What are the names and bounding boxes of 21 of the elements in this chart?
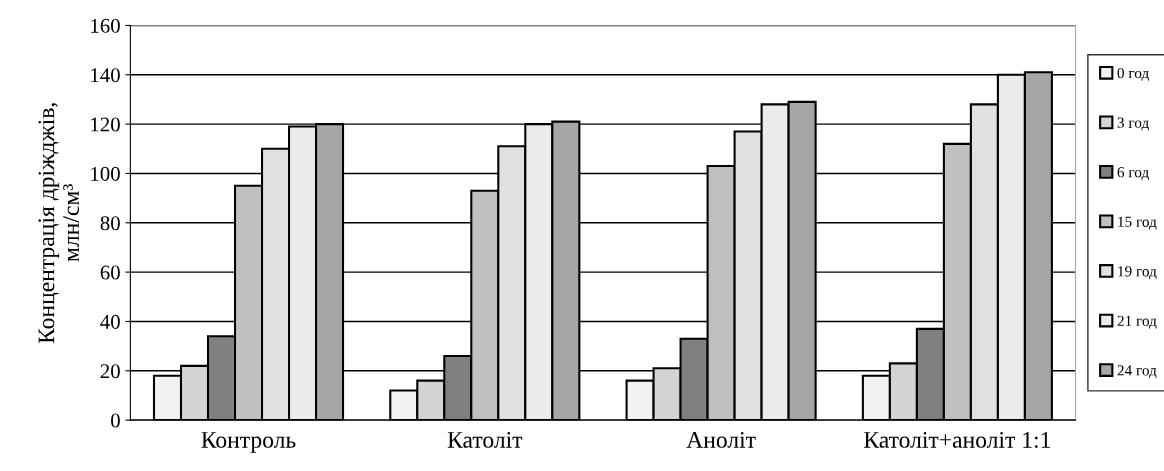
y-tick-label: 40 (100, 314, 120, 329)
y-tick-label: 120 (91, 117, 120, 132)
legend-label: 0 год (1117, 67, 1149, 82)
y-tick-label: 60 (100, 265, 120, 280)
x-tick-label: Контроль (201, 432, 296, 453)
y-tick-label: 20 (100, 364, 120, 379)
legend-label: 15 год (1118, 216, 1157, 230)
y-tick-label: 80 (100, 216, 120, 231)
x-tick-label: Католіт (447, 431, 523, 448)
legend-label: 19 год (1118, 266, 1157, 280)
y-tick-label: 160 (91, 18, 120, 33)
y-axis-title: Концентрація дріжджів, млн/см³ (38, 103, 80, 344)
legend-label: 24 год (1117, 365, 1157, 379)
x-tick-label: Аноліт (686, 431, 756, 448)
y-tick-label: 0 (111, 413, 120, 428)
x-tick-label: Католіт+аноліт 1:1 (864, 431, 1050, 448)
y-tick-label: 100 (91, 166, 120, 181)
y-tick-label: 140 (91, 68, 120, 83)
legend-label: 6 год (1117, 167, 1149, 181)
legend-label: 21 год (1117, 315, 1157, 329)
legend-label: 3 год (1117, 117, 1149, 131)
